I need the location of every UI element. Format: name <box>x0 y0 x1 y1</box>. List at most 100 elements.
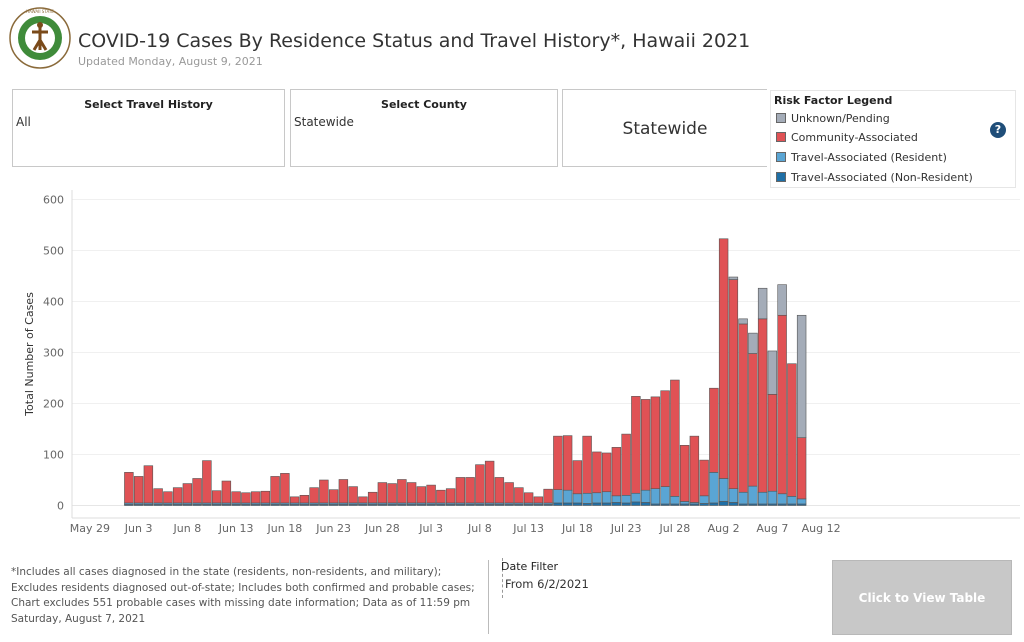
help-icon[interactable]: ? <box>990 122 1006 138</box>
legend-item-unknown[interactable]: Unknown/Pending <box>776 112 890 125</box>
bar-segment <box>787 363 797 497</box>
y-tick-label: 200 <box>43 398 64 411</box>
updated-date: Updated Monday, August 9, 2021 <box>78 55 263 68</box>
bar-segment <box>748 485 758 505</box>
bar-segment <box>650 488 661 505</box>
bar-segment <box>777 493 787 505</box>
bar-segment <box>796 314 807 438</box>
bar-segment <box>367 491 378 504</box>
bar-segment <box>543 488 553 504</box>
y-tick-label: 0 <box>57 500 64 513</box>
bar-segment <box>582 492 592 504</box>
bar-segment <box>621 433 631 496</box>
bar-segment <box>621 502 631 506</box>
county-value[interactable]: Statewide <box>294 115 354 129</box>
bar-segment <box>787 496 797 505</box>
bar-segment <box>455 477 466 504</box>
view-table-button[interactable]: Click to View Table <box>832 560 1012 635</box>
bar-segment <box>601 452 612 493</box>
bar-segment <box>689 435 700 503</box>
risk-factor-legend: Risk Factor Legend Unknown/Pending Commu… <box>770 90 1016 188</box>
x-tick-label: Jun 8 <box>173 522 202 535</box>
bar-segment <box>270 476 280 504</box>
bar-segment <box>601 502 612 506</box>
bar-segment <box>767 394 778 492</box>
bar-segment <box>406 482 417 504</box>
bar-segment <box>572 460 583 495</box>
bar-segment <box>582 435 592 494</box>
bar-segment <box>611 447 622 497</box>
bar-segment <box>358 496 368 504</box>
bar-segment <box>757 287 768 320</box>
bar-segment <box>377 482 388 504</box>
legend-title: Risk Factor Legend <box>774 94 893 107</box>
bar-segment <box>484 460 495 504</box>
bar-segment <box>670 496 680 505</box>
travel-history-filter[interactable]: Select Travel History All <box>12 89 285 167</box>
x-tick-label: Jul 23 <box>610 522 642 535</box>
selected-area-display: Statewide <box>562 89 767 167</box>
bar-segment <box>601 491 612 504</box>
bar-segment <box>338 479 349 504</box>
x-tick-label: Jun 18 <box>267 522 303 535</box>
bar-segment <box>163 491 173 504</box>
x-tick-label: Jul 28 <box>658 522 690 535</box>
bar-segment <box>562 435 573 491</box>
selected-area-text: Statewide <box>622 119 708 139</box>
y-axis-title: Total Number of Cases <box>23 292 36 417</box>
page-title: COVID-19 Cases By Residence Status and T… <box>78 30 751 52</box>
bar-segment <box>231 491 241 504</box>
bar-segment <box>280 473 290 504</box>
legend-label: Community-Associated <box>791 131 918 144</box>
date-filter-value[interactable]: From 6/2/2021 <box>505 577 589 591</box>
bar-segment <box>718 238 729 479</box>
county-filter[interactable]: Select County Statewide <box>290 89 558 167</box>
x-tick-label: Aug 7 <box>756 522 788 535</box>
bar-segment <box>572 502 583 506</box>
bar-segment <box>709 387 719 473</box>
bar-segment <box>728 488 739 503</box>
bar-segment <box>592 492 602 504</box>
bar-segment <box>699 459 709 497</box>
bar-segment <box>592 502 602 506</box>
bar-segment <box>523 492 534 504</box>
bar-segment <box>192 478 202 504</box>
bar-segment <box>631 501 641 506</box>
bar-segment <box>699 495 709 504</box>
bar-segment <box>572 493 583 504</box>
cases-bar-chart[interactable]: 0 100 200 300 400 500 600 Total Number of Cases… <box>0 185 1024 545</box>
bar-segment <box>728 276 739 280</box>
y-tick-label: 100 <box>43 449 64 462</box>
x-tick-label: Jul 3 <box>418 522 443 535</box>
bar-segment <box>553 435 563 490</box>
x-tick-label: Jul 18 <box>561 522 593 535</box>
bar-segment <box>631 492 641 503</box>
bar-segment <box>309 487 319 504</box>
legend-item-community[interactable]: Community-Associated <box>776 131 918 144</box>
legend-item-travel-resident[interactable]: Travel-Associated (Resident) <box>776 151 947 164</box>
bar-segment <box>436 489 446 504</box>
legend-item-travel-nonresident[interactable]: Travel-Associated (Non-Resident) <box>776 171 973 184</box>
bar-segment <box>660 486 670 505</box>
bar-segment <box>260 490 271 504</box>
bar-segment <box>738 318 748 325</box>
travel-history-label: Select Travel History <box>84 98 213 111</box>
travel-history-value[interactable]: All <box>16 115 31 129</box>
bar-segment <box>250 491 261 504</box>
bar-segment <box>533 496 544 504</box>
bar-segment <box>504 482 514 504</box>
bar-segment <box>718 478 729 502</box>
bar-segment <box>796 498 807 505</box>
bar-segment <box>182 483 193 504</box>
bar-segment <box>611 495 622 503</box>
legend-label: Travel-Associated (Resident) <box>791 151 947 164</box>
bar-segment <box>582 503 592 506</box>
bar-segment <box>514 487 524 504</box>
bar-segment <box>124 472 134 504</box>
bar-segment <box>328 489 339 504</box>
bar-segment <box>670 379 680 497</box>
legend-swatch <box>776 172 786 182</box>
y-tick-label: 300 <box>43 347 64 360</box>
bar-segment <box>679 501 690 505</box>
x-tick-label: Jun 28 <box>364 522 400 535</box>
